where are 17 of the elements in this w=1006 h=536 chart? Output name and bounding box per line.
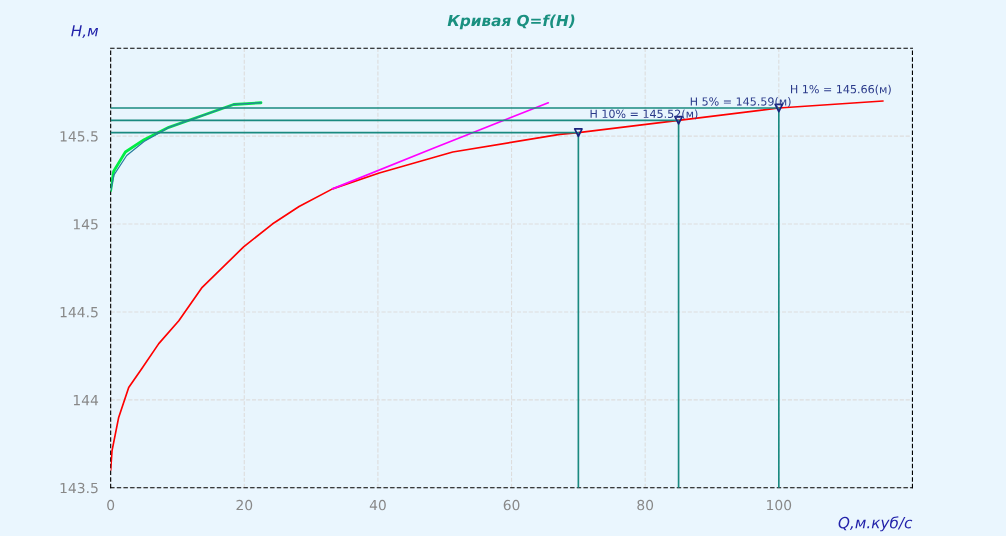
y-tick-label: 145.5 xyxy=(60,131,98,142)
y-tick-label: 145 xyxy=(73,219,98,230)
y-axis-title: H,м xyxy=(71,25,99,39)
x-tick-label: 60 xyxy=(503,499,520,511)
x-tick-label: 80 xyxy=(637,499,654,511)
annotation: H 5% = 145.59(м) xyxy=(690,97,791,107)
x-axis-title: Q,м.куб/с xyxy=(838,516,913,532)
x-tick-label: 0 xyxy=(107,499,115,511)
annotation: H 1% = 145.66(м) xyxy=(791,84,891,95)
chart-title: Кривая Q=f(H) xyxy=(447,14,575,30)
annotation: H 10% = 145.52(м) xyxy=(590,109,698,120)
x-tick-label: 20 xyxy=(236,499,253,511)
y-tick-label: 144 xyxy=(73,395,99,406)
y-tick-label: 144.5 xyxy=(60,307,98,318)
x-tick-label: 40 xyxy=(369,499,386,511)
y-tick-label: 143.5 xyxy=(60,482,98,494)
x-tick-label: 100 xyxy=(767,499,792,511)
